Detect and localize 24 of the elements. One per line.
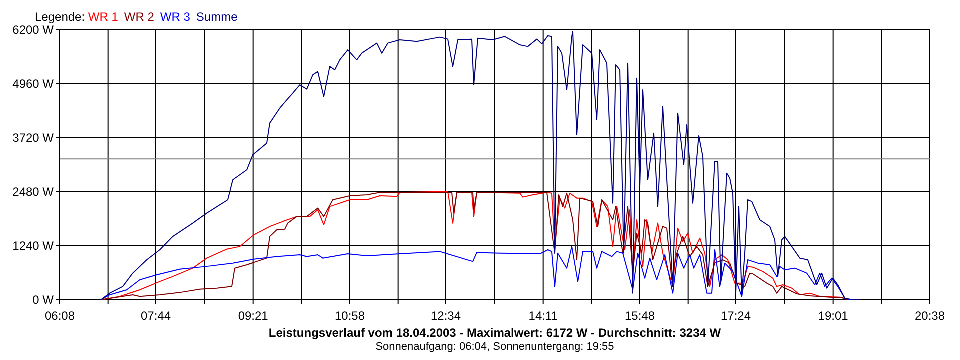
y-tick-label: 0 W [32, 293, 55, 307]
x-tick-label: 19:01 [818, 309, 849, 323]
legend-title: Legende: [35, 10, 88, 24]
y-tick-label: 4960 W [12, 77, 55, 91]
line-series [100, 31, 861, 300]
x-tick-label: 12:34 [430, 309, 462, 323]
x-tick-label: 09:21 [238, 309, 269, 323]
y-tick-label: 6200 W [12, 23, 55, 37]
x-tick-label: 07:44 [140, 309, 172, 323]
text: WR 3 [160, 10, 191, 24]
y-tick-label: 3720 W [12, 131, 55, 145]
text: Leistungsverlauf vom 18.04.2003 - Maximalwert: 6172 W - Durchschnitt: 3234 W [268, 326, 722, 340]
x-tick-label: 20:38 [914, 309, 946, 323]
x-tick-label: 06:08 [44, 309, 76, 323]
x-tick-label: 17:24 [720, 309, 752, 323]
x-tick-label: 15:48 [624, 309, 656, 323]
text: WR 1 [88, 10, 119, 24]
text: WR 2 [124, 10, 155, 24]
x-tick-label: 14:11 [528, 309, 558, 323]
text: Sonnenaufgang: 06:04, Sonnenuntergang: 19:55 [376, 341, 614, 353]
x-tick-label: 10:58 [334, 309, 366, 323]
y-tick-label: 1240 W [12, 239, 55, 253]
y-tick-label: 2480 W [12, 185, 55, 199]
text: Summe [196, 10, 238, 24]
